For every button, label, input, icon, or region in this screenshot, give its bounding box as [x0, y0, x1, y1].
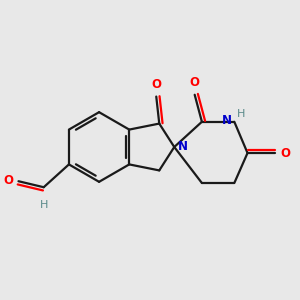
Text: O: O — [151, 78, 161, 91]
Text: H: H — [237, 110, 245, 119]
Text: O: O — [280, 146, 290, 160]
Text: N: N — [178, 140, 188, 153]
Text: O: O — [190, 76, 200, 89]
Text: H: H — [40, 200, 48, 210]
Text: O: O — [4, 173, 14, 187]
Text: N: N — [222, 114, 232, 127]
